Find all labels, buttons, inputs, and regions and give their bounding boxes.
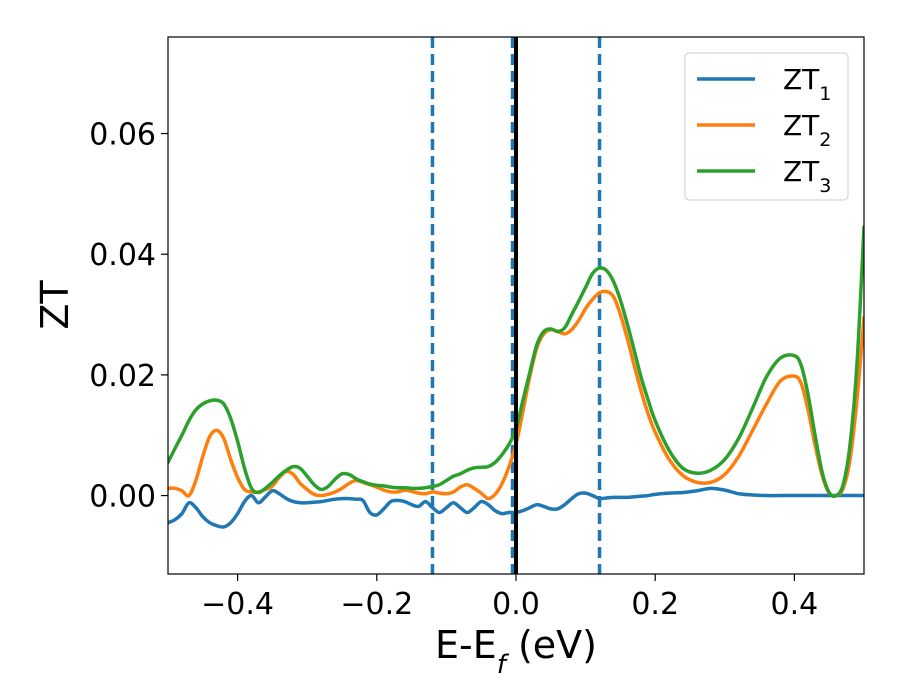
y-tick-label: 0.00 — [89, 480, 156, 515]
y-tick-label: 0.06 — [89, 118, 156, 153]
series-line-zt2 — [168, 289, 864, 501]
y-tick-label: 0.02 — [89, 359, 156, 394]
x-tick-label: 0.4 — [771, 587, 819, 622]
series-line-zt1 — [168, 486, 864, 529]
legend-label-zt3: ZT3 — [783, 155, 831, 197]
series-line-zt3 — [168, 225, 864, 498]
reference-lines — [430, 37, 602, 574]
legend-box — [684, 52, 849, 201]
legend-label-zt2: ZT2 — [783, 109, 831, 151]
x-axis-ticks: −0.4 −0.2 0.0 0.2 0.4 — [201, 574, 818, 622]
x-tick-label: −0.4 — [201, 587, 274, 622]
y-axis-ticks: 0.00 0.02 0.04 0.06 — [89, 118, 168, 515]
series-layer — [168, 225, 864, 529]
x-tick-label: −0.2 — [340, 587, 413, 622]
x-axis-title: E-Ef (eV) — [435, 623, 597, 680]
legend-label-zt1: ZT1 — [783, 63, 831, 105]
x-tick-label: 0.2 — [631, 587, 679, 622]
y-axis-title: ZT — [33, 280, 77, 330]
x-tick-label: 0.0 — [492, 587, 540, 622]
y-tick-label: 0.04 — [89, 238, 156, 273]
